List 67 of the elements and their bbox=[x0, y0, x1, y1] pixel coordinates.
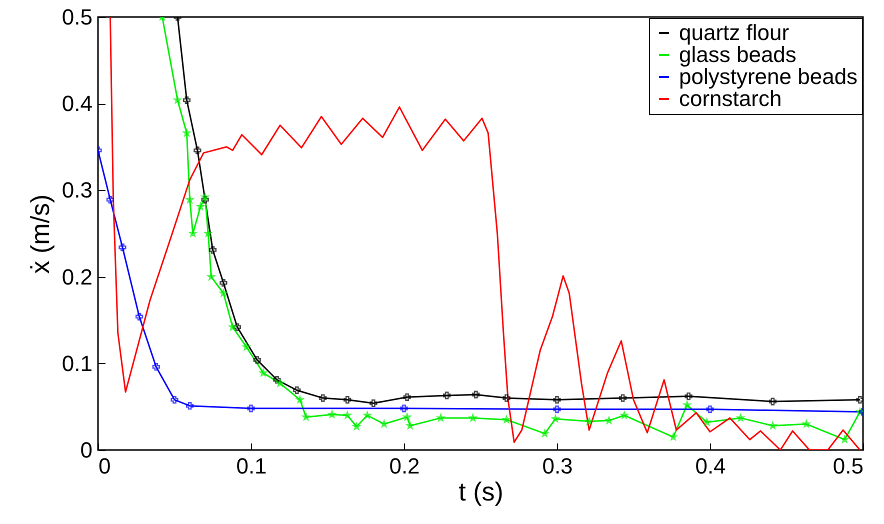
point bbox=[370, 399, 378, 408]
point bbox=[706, 405, 714, 414]
point bbox=[118, 244, 126, 252]
point bbox=[220, 289, 228, 296]
x-tick-label: 0.3 bbox=[542, 454, 573, 478]
point bbox=[186, 402, 194, 410]
point bbox=[683, 401, 691, 408]
x-axis-title: t (s) bbox=[458, 476, 504, 506]
point bbox=[380, 420, 388, 428]
point bbox=[319, 394, 327, 402]
point bbox=[840, 436, 848, 443]
point bbox=[703, 418, 711, 426]
y-tick-label: 0.1 bbox=[62, 350, 92, 376]
point bbox=[220, 279, 228, 287]
y-tick-label: 0.4 bbox=[62, 91, 92, 116]
point bbox=[233, 323, 242, 331]
point bbox=[302, 413, 310, 420]
point bbox=[293, 386, 301, 394]
legend-label: quartz flour bbox=[679, 20, 790, 45]
point bbox=[403, 413, 411, 420]
point bbox=[344, 396, 352, 404]
point bbox=[856, 396, 863, 404]
point bbox=[201, 193, 209, 200]
point bbox=[201, 196, 209, 204]
point bbox=[684, 392, 692, 400]
point bbox=[296, 396, 304, 403]
point bbox=[352, 422, 360, 430]
point bbox=[403, 393, 411, 401]
point bbox=[174, 96, 182, 104]
point bbox=[553, 396, 561, 404]
point bbox=[328, 410, 336, 418]
point bbox=[502, 416, 510, 423]
point bbox=[553, 405, 561, 414]
x-tick-label: 0.2 bbox=[389, 454, 420, 478]
point bbox=[273, 376, 281, 384]
point bbox=[400, 404, 408, 412]
point bbox=[136, 312, 144, 320]
y-tick-label: 0.5 bbox=[62, 4, 92, 30]
point bbox=[502, 394, 510, 402]
point bbox=[152, 363, 160, 371]
x-tick-label: 0.4 bbox=[695, 454, 726, 478]
point bbox=[605, 416, 613, 424]
x-tick-label: 0.5 bbox=[832, 454, 864, 478]
point bbox=[194, 146, 202, 154]
point bbox=[253, 356, 261, 364]
point bbox=[106, 196, 114, 204]
point bbox=[247, 404, 255, 412]
point bbox=[189, 230, 197, 237]
point bbox=[228, 323, 236, 330]
point bbox=[196, 202, 204, 210]
point bbox=[469, 414, 477, 422]
point bbox=[472, 390, 480, 398]
y-axis-title: ẋ (m/s) bbox=[24, 194, 55, 274]
point bbox=[618, 394, 627, 402]
y-tick-label: 0.3 bbox=[62, 178, 92, 203]
point bbox=[208, 246, 217, 254]
point bbox=[768, 398, 777, 406]
point bbox=[182, 96, 191, 104]
point bbox=[406, 422, 414, 429]
point bbox=[802, 420, 810, 428]
y-tick-label: 0 bbox=[80, 438, 92, 462]
y-tick-label: 0.2 bbox=[62, 264, 92, 290]
x-tick-label: 0 bbox=[98, 454, 111, 478]
point bbox=[443, 392, 451, 400]
point bbox=[736, 414, 744, 422]
point bbox=[170, 396, 178, 404]
x-tick-label: 0.1 bbox=[236, 454, 267, 478]
